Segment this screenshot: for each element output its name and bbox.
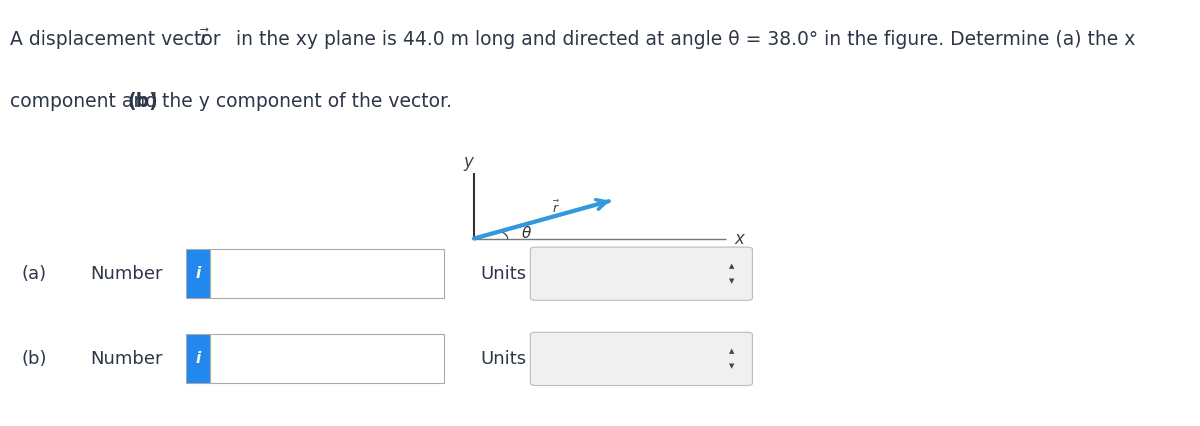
- Text: ▼: ▼: [730, 278, 734, 285]
- Text: in the xy plane is 44.0 m long and directed at angle θ = 38.0° in the figure. De: in the xy plane is 44.0 m long and direc…: [230, 30, 1135, 49]
- Text: ▼: ▼: [730, 363, 734, 370]
- Text: Units: Units: [480, 265, 526, 283]
- Text: $\vec{r}$: $\vec{r}$: [199, 29, 210, 50]
- FancyBboxPatch shape: [186, 249, 210, 298]
- Text: (a): (a): [22, 265, 47, 283]
- Text: y: y: [463, 153, 473, 171]
- Text: Number: Number: [90, 350, 162, 368]
- FancyBboxPatch shape: [530, 332, 752, 386]
- FancyBboxPatch shape: [210, 249, 444, 298]
- Text: component and: component and: [10, 92, 163, 111]
- FancyBboxPatch shape: [210, 334, 444, 383]
- Text: (b): (b): [22, 350, 47, 368]
- Text: i: i: [196, 266, 200, 281]
- Text: ▲: ▲: [730, 348, 734, 354]
- Text: ▲: ▲: [730, 263, 734, 269]
- Text: i: i: [196, 351, 200, 366]
- Text: Units: Units: [480, 350, 526, 368]
- FancyBboxPatch shape: [530, 247, 752, 300]
- Text: A displacement vector: A displacement vector: [10, 30, 227, 49]
- Text: $\vec{r}$: $\vec{r}$: [552, 200, 560, 216]
- Text: the y component of the vector.: the y component of the vector.: [156, 92, 452, 111]
- Text: $\theta$: $\theta$: [521, 225, 532, 241]
- Text: x: x: [734, 230, 744, 248]
- FancyBboxPatch shape: [186, 334, 210, 383]
- Text: (b): (b): [127, 92, 158, 111]
- Text: Number: Number: [90, 265, 162, 283]
